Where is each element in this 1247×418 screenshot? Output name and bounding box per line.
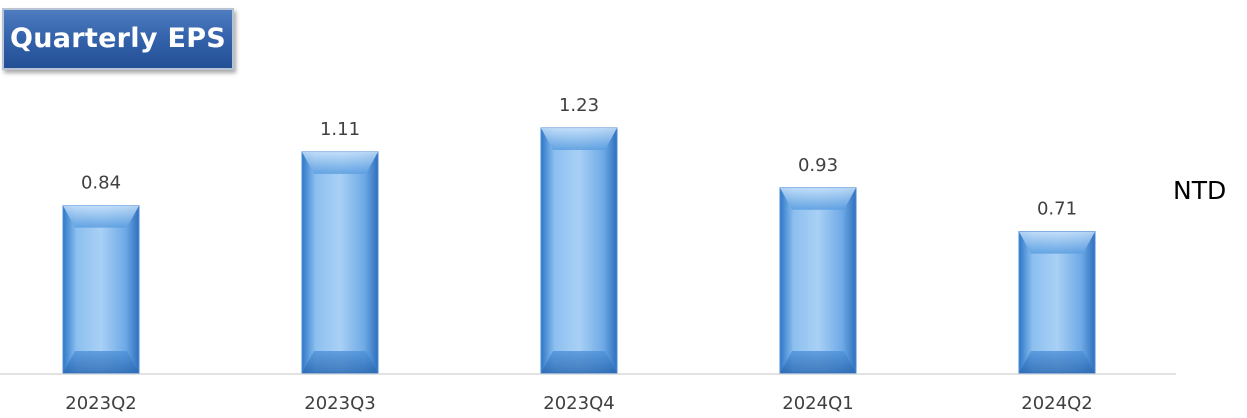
bar-2024Q2 bbox=[1018, 231, 1096, 374]
bar-2023Q2 bbox=[62, 205, 140, 374]
value-label-2023Q3: 1.11 bbox=[320, 119, 360, 140]
value-label-2024Q1: 0.93 bbox=[798, 155, 838, 176]
category-label-2023Q3: 2023Q3 bbox=[304, 393, 375, 414]
category-label-2023Q4: 2023Q4 bbox=[543, 393, 614, 414]
value-label-2023Q2: 0.84 bbox=[81, 173, 121, 194]
bar-2023Q4 bbox=[540, 127, 618, 374]
category-label-2024Q1: 2024Q1 bbox=[782, 393, 853, 414]
bar-2024Q1 bbox=[779, 187, 857, 374]
chart-title: Quarterly EPS bbox=[2, 8, 234, 70]
category-label-2024Q2: 2024Q2 bbox=[1021, 393, 1092, 414]
value-label-2024Q2: 0.71 bbox=[1037, 199, 1077, 220]
value-label-2023Q4: 1.23 bbox=[559, 95, 599, 116]
unit-label: NTD bbox=[1173, 176, 1227, 205]
category-label-2023Q2: 2023Q2 bbox=[65, 393, 136, 414]
bar-2023Q3 bbox=[301, 151, 379, 374]
